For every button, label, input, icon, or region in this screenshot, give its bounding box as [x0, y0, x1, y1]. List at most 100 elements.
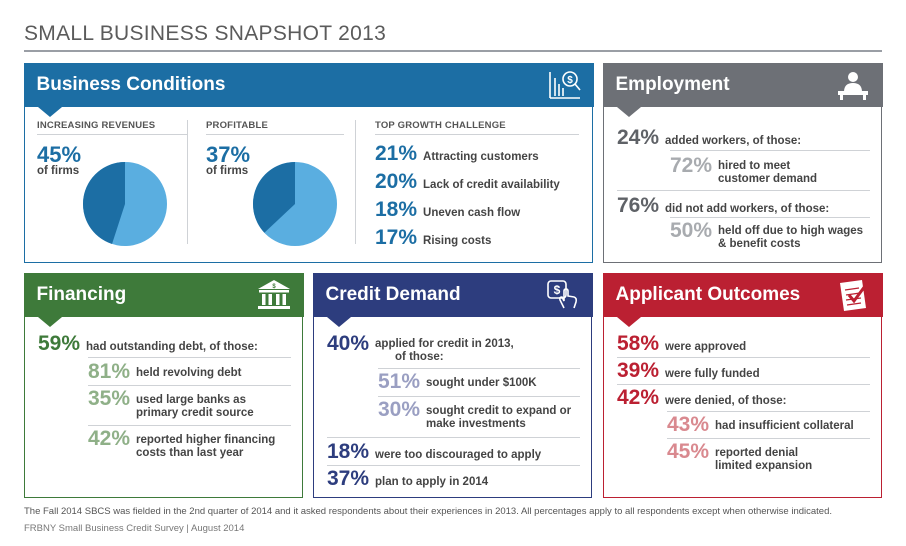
title-divider	[24, 50, 882, 52]
worker-desk-icon	[837, 71, 868, 100]
business-conditions-title: Business Conditions	[36, 73, 226, 95]
profitable-label: PROFITABLE	[206, 120, 268, 131]
employment-title: Employment	[615, 73, 730, 95]
growth-challenge-text: Uneven cash flow	[423, 207, 521, 219]
growth-challenge-pct: 17%	[375, 226, 418, 249]
discouraged-row: 18% were too discouraged to apply	[327, 440, 541, 464]
financing-item-text: used large banks as primary credit source	[136, 394, 254, 419]
financing-item: 35% used large banks as primary credit so…	[88, 387, 254, 420]
discouraged-text: were too discouraged to apply	[375, 449, 542, 461]
credit-demand-header: Credit Demand $	[312, 272, 593, 327]
divider	[617, 384, 870, 385]
outstanding-debt-text: had outstanding debt, of those:	[86, 341, 258, 353]
held-off-text: held off due to high wages & benefit cost…	[718, 225, 864, 250]
applicant-outcomes-header: Applicant Outcomes	[602, 272, 883, 327]
growth-challenge-pct: 18%	[375, 198, 418, 221]
approved-text: were approved	[665, 341, 747, 353]
financing-item-text: held revolving debt	[136, 367, 242, 379]
divider	[670, 217, 870, 218]
applied-credit-text: applied for credit in 2013, of those:	[375, 338, 514, 363]
approved-row: 58% were approved	[617, 332, 746, 356]
denial-reason-text: had insufficient collateral	[715, 420, 854, 432]
increasing-revenues-pct: 45%	[37, 142, 82, 167]
applied-credit-row: 40% applied for credit in 2013, of those:	[327, 332, 514, 364]
divider	[206, 134, 344, 135]
increasing-revenues-pie	[83, 162, 167, 246]
increasing-revenues-label: INCREASING REVENUES	[37, 120, 156, 131]
credit-demand-item-pct: 51%	[378, 370, 421, 393]
divider	[670, 150, 870, 151]
applied-credit-pct: 40%	[327, 332, 370, 355]
growth-challenge-pct: 20%	[375, 170, 418, 193]
profitable-pct: 37%	[206, 142, 251, 167]
increasing-revenues-of: of firms	[37, 165, 80, 177]
funded-text: were fully funded	[665, 368, 760, 380]
held-off-pct: 50%	[670, 219, 713, 242]
not-added-workers-row: 76% did not add workers, of those:	[617, 194, 829, 218]
financing-title: Financing	[36, 283, 127, 305]
top-growth-label: TOP GROWTH CHALLENGE	[375, 120, 506, 131]
hired-demand-row: 72% hired to meet customer demand	[670, 154, 817, 186]
divider	[88, 425, 291, 426]
growth-challenge-row: 18% Uneven cash flow	[375, 198, 520, 222]
not-added-workers-text: did not add workers, of those:	[665, 203, 830, 215]
bank-icon: $	[257, 279, 290, 309]
divider	[327, 437, 580, 438]
increasing-revenues-value-slice	[83, 162, 125, 244]
outstanding-debt-row: 59% had outstanding debt, of those:	[38, 332, 258, 356]
column-divider	[355, 120, 356, 244]
divider	[378, 368, 580, 369]
column-divider	[187, 120, 188, 244]
held-off-row: 50% held off due to high wages & benefit …	[670, 219, 863, 251]
not-added-workers-pct: 76%	[617, 194, 660, 217]
added-workers-pct: 24%	[617, 126, 660, 149]
added-workers-row: 24% added workers, of those:	[617, 126, 801, 150]
growth-challenge-pct: 21%	[375, 142, 418, 165]
applicant-outcomes-panel: Applicant Outcomes 58% were approved 39%…	[602, 272, 883, 498]
denied-pct: 42%	[617, 386, 660, 409]
profitable-pie	[253, 162, 337, 246]
plan-apply-row: 37% plan to apply in 2014	[327, 467, 488, 491]
checklist-icon	[839, 279, 869, 311]
credit-demand-panel: Credit Demand $ 40% applied for credit i…	[312, 272, 593, 498]
financing-item: 81% held revolving debt	[88, 360, 241, 384]
divider	[617, 357, 870, 358]
divider	[378, 396, 580, 397]
business-conditions-header: Business Conditions $	[23, 62, 594, 117]
divider	[617, 190, 870, 191]
source-line: FRBNY Small Business Credit Survey | Aug…	[24, 523, 245, 534]
discouraged-pct: 18%	[327, 440, 370, 463]
divider	[88, 357, 291, 358]
profitable-of: of firms	[206, 165, 249, 177]
denial-reason-item: 43% had insufficient collateral	[667, 413, 854, 437]
page-title: SMALL BUSINESS SNAPSHOT 2013	[24, 22, 387, 45]
denial-reason-text: reported denial limited expansion	[715, 447, 813, 472]
added-workers-text: added workers, of those:	[665, 135, 802, 147]
growth-challenge-text: Rising costs	[423, 235, 492, 247]
financing-panel: Financing $ 59% had outstanding debt, of…	[23, 272, 304, 498]
funded-row: 39% were fully funded	[617, 359, 760, 383]
denied-text: were denied, of those:	[665, 395, 787, 407]
hired-demand-text: hired to meet customer demand	[718, 160, 818, 185]
divider	[37, 134, 187, 135]
growth-challenge-text: Lack of credit availability	[423, 179, 560, 191]
growth-challenge-row: 17% Rising costs	[375, 226, 491, 250]
plan-apply-pct: 37%	[327, 467, 370, 490]
svg-text:$: $	[553, 283, 560, 297]
footnote: The Fall 2014 SBCS was fielded in the 2n…	[24, 506, 833, 517]
funded-pct: 39%	[617, 359, 660, 382]
credit-demand-item-text: sought under $100K	[426, 377, 537, 389]
denial-reason-item: 45% reported denial limited expansion	[667, 440, 812, 473]
employment-panel: Employment 24% added workers, of those: …	[602, 62, 883, 263]
financing-item-pct: 81%	[88, 360, 131, 383]
financing-item-pct: 42%	[88, 427, 131, 450]
growth-challenge-row: 20% Lack of credit availability	[375, 170, 560, 194]
growth-challenge-text: Attracting customers	[423, 151, 539, 163]
plan-apply-text: plan to apply in 2014	[375, 476, 489, 488]
employment-header: Employment	[602, 62, 883, 117]
credit-demand-item: 30% sought credit to expand or make inves…	[378, 398, 571, 431]
divider	[375, 134, 579, 135]
profitable-value-slice	[253, 162, 295, 233]
svg-text:$: $	[272, 284, 276, 290]
outstanding-debt-pct: 59%	[38, 332, 81, 355]
